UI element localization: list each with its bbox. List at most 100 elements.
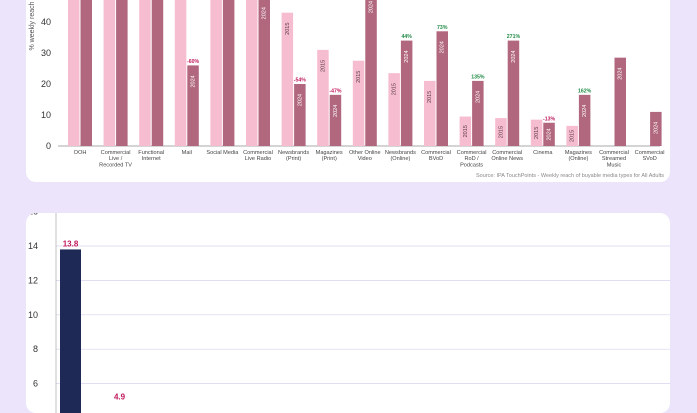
y-tick-label: 12 xyxy=(28,275,38,285)
change-label: -54% xyxy=(294,78,306,84)
x-tick-label: Newsbrands (Print) xyxy=(278,150,309,162)
bar-year-label: 2015 xyxy=(285,23,291,35)
bar-2024 xyxy=(436,31,448,146)
bar-2024 xyxy=(116,0,128,147)
x-tick-label: Functional Internet xyxy=(138,150,164,162)
reach-bar-chart: % weekly reach 0 10 20 30 40 2024 OOH 2024 Commer… xyxy=(29,0,665,168)
bar-year-label: 2024 xyxy=(333,105,339,117)
x-tick-label: Cinema xyxy=(533,150,553,156)
y-tick-label: 20 xyxy=(41,79,51,89)
bar-2015 xyxy=(317,49,329,146)
bar-year-label: 2024 xyxy=(653,122,659,134)
x-tick-label: Social Media xyxy=(206,150,239,156)
x-tick-label: Commercial SVoD xyxy=(635,150,665,162)
bar-year-label: 2015 xyxy=(570,130,576,142)
y-tick-label: 14 xyxy=(28,241,38,251)
y-tick-label: 6 xyxy=(33,379,38,389)
bar-2015 xyxy=(139,0,151,146)
value-bar-chart: 6 8 10 12 14 16 13.8 4.9 xyxy=(28,213,670,413)
bar-2015 xyxy=(495,118,507,146)
bar-year-label: 2024 xyxy=(369,1,375,13)
x-tick-label: Commercial Streamed Music xyxy=(599,150,629,168)
bar-year-label: 2015 xyxy=(356,71,362,83)
y-tick-label: 0 xyxy=(46,141,51,151)
bar-year-label: 2024 xyxy=(511,50,517,62)
bar-year-label: 2024 xyxy=(440,41,446,53)
x-tick-label: Commercial BVoD xyxy=(421,150,451,162)
bar-2015 xyxy=(246,0,258,146)
bar-2024 xyxy=(400,40,413,146)
x-tick-label: Commercial RoD / Podcasts xyxy=(457,150,487,168)
x-tick-label: Magazines (Print) xyxy=(316,150,343,162)
bar-2024 xyxy=(294,84,306,146)
bar-2024 xyxy=(187,65,199,146)
y-axis-title: % weekly reach xyxy=(29,1,36,50)
bar-year-label: 2015 xyxy=(534,127,540,139)
bar-2024 xyxy=(258,0,270,147)
x-tick-label: OOH xyxy=(74,150,87,156)
reach-chart-card: % weekly reach 0 10 20 30 40 2024 OOH 2024 Commer… xyxy=(26,0,670,182)
bar xyxy=(60,249,81,413)
change-label: 73% xyxy=(437,25,448,31)
bar-year-label: 2024 xyxy=(475,91,481,103)
change-label: 44% xyxy=(401,34,412,40)
bar-2015 xyxy=(103,0,116,147)
bar-2024 xyxy=(80,0,92,146)
bar-2024 xyxy=(151,0,164,146)
x-tick-label: Commercial Live / Recorded TV xyxy=(99,150,132,168)
x-tick-label: Magazines (Online) xyxy=(565,150,592,162)
change-label: -47% xyxy=(329,88,341,94)
data-label: 4.9 xyxy=(114,393,126,402)
change-label: 162% xyxy=(578,88,592,94)
bar-year-label: 2015 xyxy=(498,126,504,138)
y-tick-label: 8 xyxy=(33,344,38,354)
bar-year-label: 2015 xyxy=(392,83,398,95)
bar-year-label: 2024 xyxy=(262,7,268,19)
bar-2015 xyxy=(210,0,222,146)
bar-year-label: 2024 xyxy=(404,50,410,62)
bar-year-label: 2024 xyxy=(297,94,303,106)
bar-2015 xyxy=(530,119,543,146)
change-label: 271% xyxy=(507,34,521,40)
bar-2015 xyxy=(424,80,436,146)
bar-2024 xyxy=(365,0,377,146)
bar-2024 xyxy=(543,122,555,146)
bar-year-label: 2015 xyxy=(427,91,433,103)
bar-2015 xyxy=(281,12,294,147)
bar-2015 xyxy=(459,116,472,146)
bar-2015 xyxy=(174,0,187,146)
bar-year-label: 2024 xyxy=(582,105,588,117)
x-tick-label: Newsbrands (Online) xyxy=(385,150,416,162)
bar-2024 xyxy=(472,80,484,146)
bar-year-label: 2024 xyxy=(618,68,624,80)
bar-2015 xyxy=(566,125,578,146)
change-label: 135% xyxy=(471,74,485,80)
data-label: 13.8 xyxy=(63,239,79,248)
bar-year-label: 2015 xyxy=(320,60,326,72)
bar-2024 xyxy=(614,57,626,146)
x-tick-label: Other Online Video xyxy=(349,150,381,162)
change-label: -60% xyxy=(187,59,199,65)
bar-2015 xyxy=(68,0,80,146)
bar-2024 xyxy=(578,94,591,146)
x-tick-label: Mail xyxy=(182,150,192,156)
bar-year-label: 2024 xyxy=(547,128,553,140)
x-tick-label: Commercial Live Radio xyxy=(243,150,273,162)
bar-2024 xyxy=(650,111,662,146)
y-tick-label: 40 xyxy=(41,17,51,27)
bar-2024 xyxy=(507,40,520,146)
value-chart-card: 6 8 10 12 14 16 13.8 4.9 xyxy=(26,213,670,413)
y-tick-label: 30 xyxy=(41,48,51,58)
bar-year-label: 2024 xyxy=(191,75,197,87)
x-tick-label: Commercial Online News xyxy=(491,150,523,162)
y-tick-label: 10 xyxy=(28,310,38,320)
y-tick-label: 16 xyxy=(28,213,38,217)
source-note: Source: IPA TouchPoints - Weekly reach o… xyxy=(475,173,664,179)
change-label: -13% xyxy=(543,116,555,122)
bar-2024 xyxy=(329,94,342,146)
bar-2015 xyxy=(352,60,365,146)
bar-2024 xyxy=(222,0,235,146)
bar-2015 xyxy=(388,73,400,146)
bar-year-label: 2015 xyxy=(463,125,469,137)
y-tick-label: 10 xyxy=(41,110,51,120)
